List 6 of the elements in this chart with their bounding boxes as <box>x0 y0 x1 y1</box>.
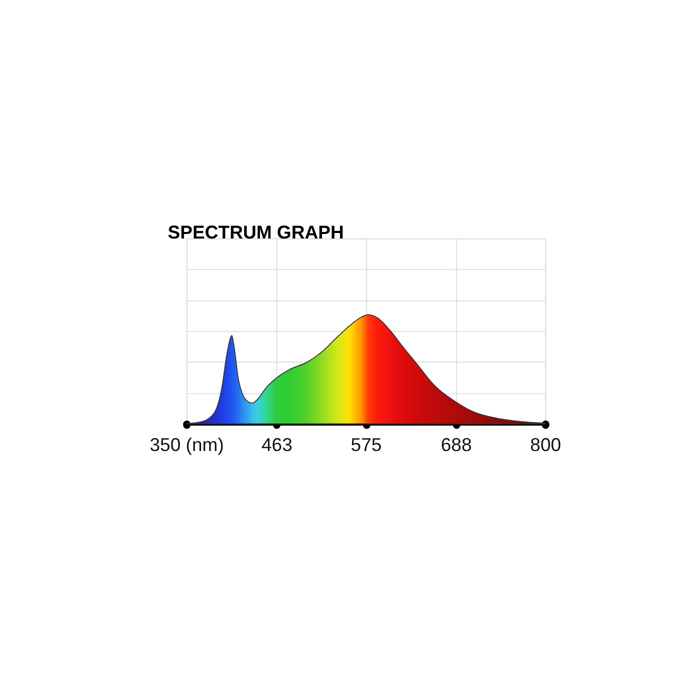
x-tick-label: 350 (nm) <box>150 434 224 456</box>
x-tick-label: 575 <box>350 434 382 456</box>
x-tick-label: 800 <box>530 434 562 456</box>
x-tick-label: 688 <box>440 434 472 456</box>
x-tick-label: 463 <box>261 434 292 456</box>
chart-title: SPECTRUM GRAPH <box>168 221 344 242</box>
